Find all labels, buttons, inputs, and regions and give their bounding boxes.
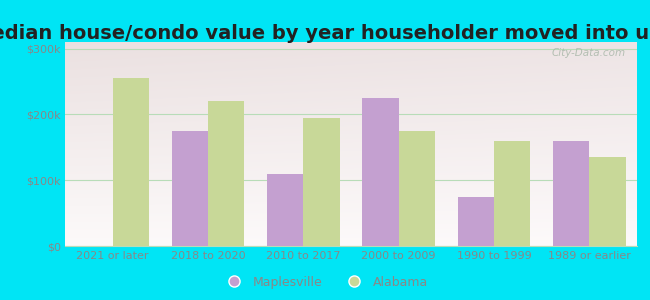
Text: Median house/condo value by year householder moved into unit: Median house/condo value by year househo…	[0, 24, 650, 43]
Bar	[112, 78, 149, 246]
Bar	[172, 131, 208, 246]
Bar	[458, 196, 494, 246]
Text: City-Data.com: City-Data.com	[551, 48, 625, 58]
Bar	[590, 157, 625, 246]
Bar	[304, 118, 339, 246]
Bar	[208, 101, 244, 246]
Bar	[553, 141, 590, 246]
Bar	[494, 141, 530, 246]
Bar	[363, 98, 398, 246]
Bar	[398, 131, 435, 246]
Bar	[267, 174, 304, 246]
Legend: Maplesville, Alabama: Maplesville, Alabama	[217, 271, 433, 294]
